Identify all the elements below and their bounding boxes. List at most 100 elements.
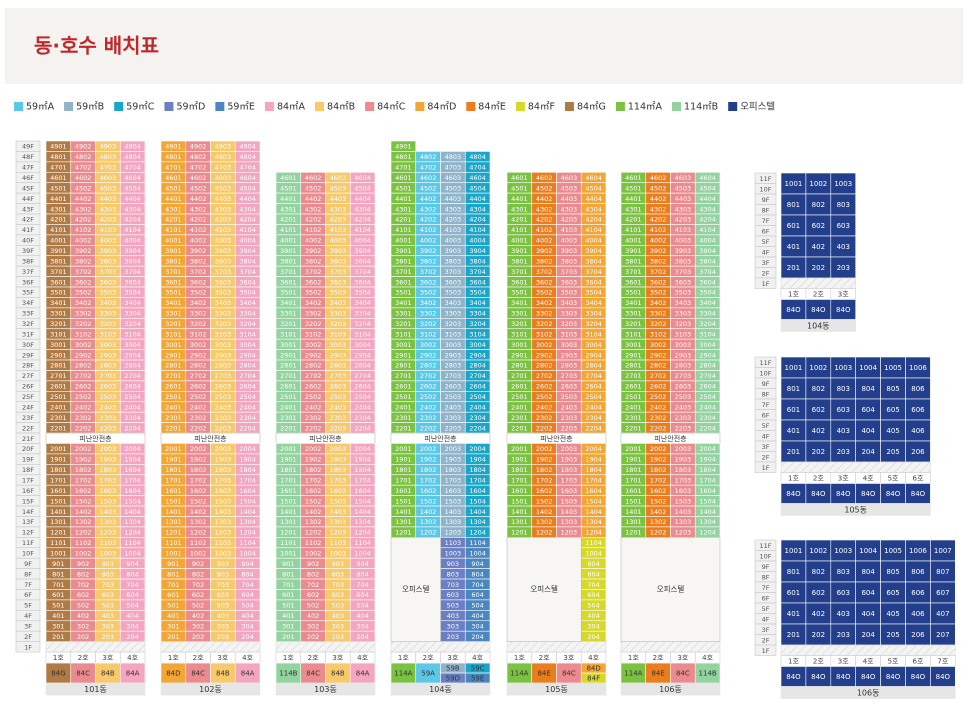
unit-number: 3904 <box>585 247 602 255</box>
unit-number: 3701 <box>50 268 67 276</box>
unit-number: 601 <box>167 591 179 599</box>
unit-number: 805 <box>886 385 899 393</box>
unit-number: 4004 <box>699 237 716 245</box>
unit-number: 604 <box>587 591 599 599</box>
type-label: 114A <box>624 670 642 678</box>
unit-number: 3803 <box>100 257 117 265</box>
unit-number: 1703 <box>330 476 347 484</box>
floor-label: 8F <box>762 206 770 214</box>
unit-number: 4502 <box>420 184 437 192</box>
unit-number: 3903 <box>215 247 232 255</box>
unit-number: 1103 <box>215 539 232 547</box>
unit-number: 904 <box>241 560 253 568</box>
unit-number: 3401 <box>165 299 182 307</box>
unit-number: 3102 <box>420 330 437 338</box>
unit-number: 2303 <box>100 414 117 422</box>
floor-label: 4F <box>762 432 770 440</box>
unit-number: 3401 <box>625 299 642 307</box>
unit-number: 1302 <box>190 518 207 526</box>
unit-number: 3601 <box>625 278 642 286</box>
unit-number: 4401 <box>165 195 182 203</box>
unit-number: 3101 <box>625 330 642 338</box>
unit-number: 3104 <box>124 330 141 338</box>
unit-number: 1601 <box>395 487 412 495</box>
unit-number: 204 <box>587 633 599 641</box>
type-label: 59B <box>446 665 460 673</box>
unit-number: 4701 <box>165 164 182 172</box>
legend-label: 59㎡E <box>227 102 255 113</box>
floor-label: 36F <box>22 278 34 286</box>
type-label: 84B <box>101 670 115 678</box>
unit-number: 2304 <box>124 414 141 422</box>
floor-cell <box>754 644 777 656</box>
unit-label: 3호 <box>677 654 688 662</box>
floor-label: 39F <box>22 247 34 255</box>
unit-number: 4804 <box>239 153 256 161</box>
unit-label: 1호 <box>788 475 799 483</box>
unit-number: 3003 <box>330 341 347 349</box>
unit-number: 3402 <box>650 299 667 307</box>
unit-number: 603 <box>102 591 114 599</box>
unit-number: 1504 <box>699 497 716 505</box>
floor-label: 7F <box>762 217 770 225</box>
unit-number: 1201 <box>395 529 412 537</box>
unit-number: 1503 <box>330 497 347 505</box>
unit-label: 2호 <box>423 654 434 662</box>
unit-number: 3204 <box>469 320 486 328</box>
floor-label: 24F <box>22 403 34 411</box>
unit-number: 4401 <box>395 195 412 203</box>
unit-number: 1403 <box>445 508 462 516</box>
unit-number: 2802 <box>190 362 207 370</box>
unit-number: 607 <box>936 589 949 597</box>
type-label: 84E <box>651 670 664 678</box>
unit-number: 1201 <box>50 529 67 537</box>
unit-number: 2901 <box>511 351 528 359</box>
unit-number: 4403 <box>675 195 692 203</box>
unit-number: 3601 <box>395 278 412 286</box>
unit-number: 1704 <box>469 476 486 484</box>
pilotis <box>780 461 931 473</box>
office-block <box>390 537 441 642</box>
unit-number: 4301 <box>511 205 528 213</box>
unit-number: 2503 <box>330 393 347 401</box>
unit-number: 1503 <box>561 497 578 505</box>
floor-label: 34F <box>22 299 34 307</box>
type-label: 84O <box>811 306 826 314</box>
unit-number: 1301 <box>165 518 182 526</box>
unit-number: 1401 <box>165 508 182 516</box>
unit-number: 1002 <box>809 180 827 188</box>
unit-number: 2801 <box>165 362 182 370</box>
floor-label: 23F <box>22 414 34 422</box>
unit-number: 1001 <box>785 180 803 188</box>
type-label: 84D <box>166 670 180 678</box>
unit-number: 3903 <box>445 247 462 255</box>
unit-number: 2303 <box>561 414 578 422</box>
unit-number: 2703 <box>100 372 117 380</box>
unit-number: 3001 <box>50 341 67 349</box>
unit-number: 703 <box>217 581 229 589</box>
unit-number: 2204 <box>354 424 371 432</box>
unit-number: 4803 <box>445 153 462 161</box>
unit-number: 2903 <box>215 351 232 359</box>
unit-number: 801 <box>167 570 179 578</box>
unit-number: 3801 <box>280 257 297 265</box>
unit-number: 3902 <box>420 247 437 255</box>
unit-number: 2903 <box>561 351 578 359</box>
unit-number: 3703 <box>445 268 462 276</box>
unit-number: 2604 <box>469 383 486 391</box>
unit-number: 3302 <box>536 310 553 318</box>
unit-number: 4504 <box>585 184 602 192</box>
floor-label: 21F <box>22 435 34 443</box>
unit-number: 2304 <box>585 414 602 422</box>
unit-number: 1602 <box>420 487 437 495</box>
unit-number: 3501 <box>280 289 297 297</box>
unit-number: 2202 <box>190 424 207 432</box>
unit-number: 203 <box>217 633 229 641</box>
unit-number: 3002 <box>650 341 667 349</box>
unit-number: 3301 <box>511 310 528 318</box>
unit-number: 4504 <box>354 184 371 192</box>
unit-number: 2803 <box>215 362 232 370</box>
unit-number: 2601 <box>625 383 642 391</box>
unit-number: 1601 <box>625 487 642 495</box>
unit-number: 4004 <box>124 237 141 245</box>
